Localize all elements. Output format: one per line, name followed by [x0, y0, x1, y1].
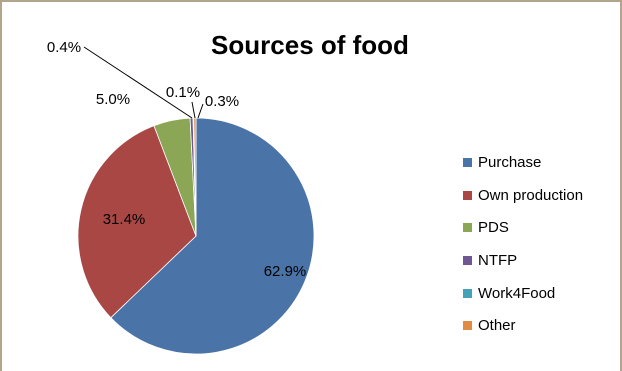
legend-label-work4food: Work4Food: [478, 284, 556, 302]
data-label-other: 0.3%: [205, 93, 239, 110]
legend-swatch-own-production: [463, 190, 472, 200]
legend: Purchase Own production PDS NTFP Work4Fo…: [463, 146, 583, 342]
pie-slice-purchase: [110, 117, 315, 355]
chart-title: Sources of food: [211, 30, 409, 60]
legend-swatch-other: [463, 321, 472, 331]
legend-swatch-work4food: [463, 288, 472, 298]
data-label-ntfp: 0.4%: [47, 39, 81, 56]
data-label-own-production: 31.4%: [103, 211, 146, 228]
leader-line-work4food: [191, 101, 196, 119]
legend-item-purchase: Purchase: [463, 146, 583, 179]
legend-item-pds: PDS: [463, 211, 583, 244]
leader-line-other: [197, 103, 204, 119]
legend-item-ntfp: NTFP: [463, 244, 583, 277]
pie-slice-own-production: [77, 125, 197, 319]
legend-item-work4food: Work4Food: [463, 277, 583, 310]
legend-swatch-ntfp: [463, 255, 472, 265]
data-label-work4food: 0.1%: [166, 84, 200, 101]
legend-label-pds: PDS: [478, 219, 509, 237]
legend-label-own-production: Own production: [478, 186, 584, 204]
legend-label-purchase: Purchase: [478, 153, 542, 171]
leader-line-ntfp: [83, 46, 193, 119]
legend-item-own-production: Own production: [463, 179, 583, 212]
legend-item-other: Other: [463, 309, 583, 342]
legend-label-ntfp: NTFP: [478, 251, 518, 269]
legend-swatch-purchase: [463, 157, 472, 167]
legend-swatch-pds: [463, 223, 472, 233]
data-label-purchase: 62.9%: [264, 263, 307, 280]
data-label-pds: 5.0%: [96, 91, 130, 108]
legend-label-other: Other: [478, 317, 516, 335]
